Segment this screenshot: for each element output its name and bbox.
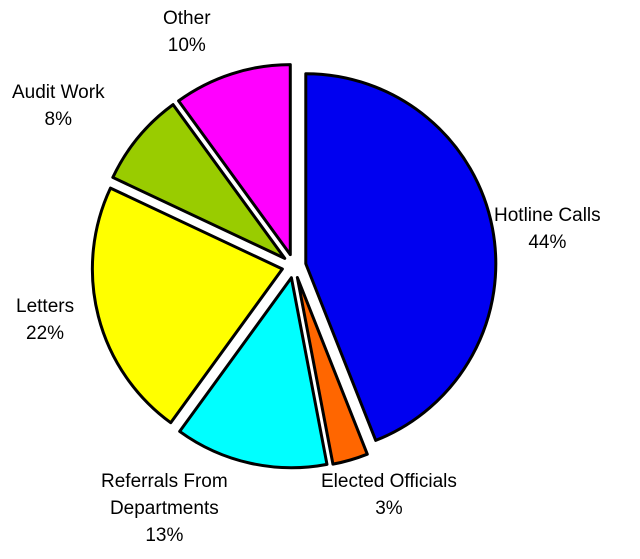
label-elected-officials-name: Elected Officials [321,471,457,492]
pie-slice-hotline-calls [304,72,498,442]
label-letters: Letters 22% [16,293,74,347]
label-referrals-line1: Referrals From [101,471,228,492]
label-audit-work-name: Audit Work [12,82,105,103]
label-letters-name: Letters [16,296,75,317]
label-other-percent: 10% [167,35,206,56]
pie-slices [90,63,498,470]
label-referrals-percent: 13% [145,525,184,546]
pie-slice-letters [90,186,284,425]
pie-slice-other [177,63,292,257]
pie-slice-audit-work [111,103,287,260]
label-other-name: Other [163,8,211,29]
label-audit-work: Audit Work 8% [12,79,105,133]
label-letters-percent: 22% [26,323,65,344]
label-hotline-calls: Hotline Calls 44% [494,202,601,256]
label-elected-officials-percent: 3% [375,498,403,519]
pie-slice-elected-officials [295,276,369,466]
label-referrals-line2: Departments [109,498,219,519]
label-hotline-calls-name: Hotline Calls [494,205,601,226]
label-other: Other 10% [163,5,211,59]
label-audit-work-percent: 8% [44,109,73,130]
label-referrals: Referrals From Departments 13% [101,468,228,549]
label-elected-officials: Elected Officials 3% [321,468,457,522]
label-hotline-calls-percent: 44% [528,232,567,253]
pie-slice-referrals-from-departments [178,276,329,470]
